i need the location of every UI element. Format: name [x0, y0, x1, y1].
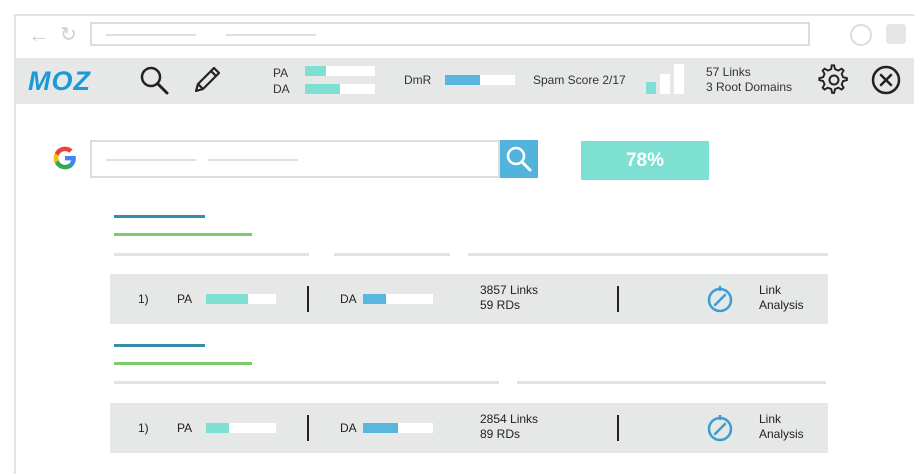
result-da-label: DA — [340, 421, 357, 435]
root-domains-count: 3 Root Domains — [706, 80, 793, 94]
result-url-line — [114, 233, 252, 236]
search-placeholder-line — [106, 159, 196, 161]
result-rds-count: 89 RDs — [480, 427, 521, 441]
compass-icon[interactable] — [706, 286, 734, 314]
signal-bars-icon — [646, 64, 684, 94]
result-pa-bar — [206, 423, 276, 433]
result-da-bar — [363, 294, 433, 304]
da-bar-fill — [305, 84, 340, 94]
moz-logo[interactable]: MOZ — [28, 66, 91, 96]
pencil-icon[interactable] — [191, 64, 223, 96]
dmr-label: DmR — [404, 73, 432, 87]
search-input[interactable] — [90, 140, 500, 178]
result-rank: 1) — [138, 421, 149, 435]
compass-icon[interactable] — [706, 415, 734, 443]
result-snippet-line — [468, 253, 828, 256]
search-placeholder-line — [208, 159, 298, 161]
window-square-button[interactable] — [886, 24, 906, 44]
divider — [617, 415, 619, 441]
search-icon[interactable] — [138, 64, 170, 96]
result-da-bar-fill — [363, 294, 387, 304]
divider — [307, 286, 309, 312]
result-da-bar-fill — [363, 423, 398, 433]
browser-frame — [14, 14, 914, 474]
search-icon — [506, 146, 532, 172]
reload-icon[interactable]: ↻ — [60, 24, 77, 46]
google-logo-icon — [53, 146, 76, 170]
dmr-bar-fill — [445, 75, 480, 85]
result-rds-count: 59 RDs — [480, 298, 521, 312]
result-title-line[interactable] — [114, 344, 205, 347]
result-pa-bar — [206, 294, 276, 304]
gear-icon[interactable] — [818, 64, 850, 96]
percentage-badge: 78% — [581, 141, 709, 180]
da-label: DA — [273, 82, 290, 96]
pa-bar-fill — [305, 66, 326, 76]
result-title-line[interactable] — [114, 215, 205, 218]
result-snippet-line — [517, 381, 826, 384]
pa-label: PA — [273, 66, 289, 80]
link-analysis-label[interactable]: Link — [759, 283, 782, 297]
result-snippet-line — [114, 253, 309, 256]
result-da-bar — [363, 423, 433, 433]
search-button[interactable] — [500, 140, 538, 178]
result-pa-label: PA — [177, 421, 193, 435]
result-metrics-row: 1) PA DA 2854 Links 89 RDs Link Analysis — [110, 403, 828, 453]
result-snippet-line — [334, 253, 450, 256]
link-analysis-label[interactable]: Link — [759, 412, 782, 426]
spam-score-label: Spam Score 2/17 — [533, 73, 626, 87]
link-analysis-label[interactable]: Analysis — [759, 427, 804, 441]
arrow-left-icon[interactable]: ← — [28, 22, 50, 47]
result-links-count: 2854 Links — [480, 412, 539, 426]
result-pa-label: PA — [177, 292, 193, 306]
divider — [307, 415, 309, 441]
result-pa-bar-fill — [206, 423, 230, 433]
dmr-bar — [445, 75, 515, 85]
links-count: 57 Links — [706, 65, 751, 79]
result-pa-bar-fill — [206, 294, 248, 304]
pa-bar — [305, 66, 375, 76]
da-bar — [305, 84, 375, 94]
close-icon[interactable] — [870, 64, 902, 96]
result-snippet-line — [114, 381, 499, 384]
result-da-label: DA — [340, 292, 357, 306]
address-bar[interactable] — [90, 22, 810, 46]
result-rank: 1) — [138, 292, 149, 306]
address-placeholder-line — [226, 34, 316, 36]
window-circle-button[interactable] — [850, 24, 872, 46]
divider — [617, 286, 619, 312]
result-links-count: 3857 Links — [480, 283, 539, 297]
link-analysis-label[interactable]: Analysis — [759, 298, 804, 312]
result-url-line — [114, 362, 252, 365]
address-placeholder-line — [106, 34, 196, 36]
result-metrics-row: 1) PA DA 3857 Links 59 RDs Link Analysis — [110, 274, 828, 324]
